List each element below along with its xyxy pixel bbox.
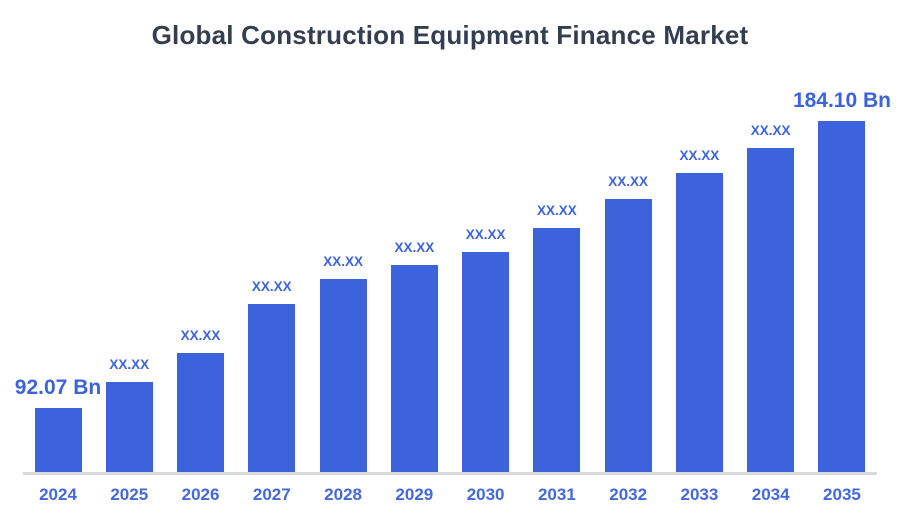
x-axis-label-2029: 2029 xyxy=(395,485,434,504)
bar-value-label-2035: 184.10 Bn xyxy=(792,88,891,112)
bar-value-label-2031: XX.XX xyxy=(536,203,577,219)
bar-value-label-2025: XX.XX xyxy=(109,357,150,373)
x-axis-label-2032: 2032 xyxy=(609,485,648,504)
x-axis-label-2035: 2035 xyxy=(823,485,861,504)
x-axis-label-2026: 2026 xyxy=(181,485,220,504)
x-axis-label-2033: 2033 xyxy=(680,485,719,504)
bar-value-label-2028: XX.XX xyxy=(323,254,363,270)
bar-2028 xyxy=(319,279,367,472)
bar-2024 xyxy=(34,408,82,472)
x-axis-label-2030: 2030 xyxy=(466,485,505,504)
bar-value-label-2029: XX.XX xyxy=(394,240,435,256)
bar-2035 xyxy=(818,121,866,472)
x-axis-label-2024: 2024 xyxy=(39,485,77,504)
bar-2032 xyxy=(604,199,652,472)
x-axis-line xyxy=(23,472,877,475)
bar-2027 xyxy=(248,304,296,472)
bar-2029 xyxy=(390,265,438,472)
x-axis-label-2025: 2025 xyxy=(110,485,149,504)
chart-title: Global Construction Equipment Finance Ma… xyxy=(151,20,749,50)
bar-value-label-2027: XX.XX xyxy=(251,279,292,295)
bar-2030 xyxy=(462,252,510,472)
bar-2033 xyxy=(675,173,723,472)
bar-value-label-2034: XX.XX xyxy=(750,123,791,139)
x-axis-label-2031: 2031 xyxy=(537,485,576,504)
x-axis-label-2034: 2034 xyxy=(751,485,790,504)
x-axis-label-2027: 2027 xyxy=(252,485,291,504)
bar-value-label-2030: XX.XX xyxy=(465,227,506,243)
bar-2031 xyxy=(533,228,581,472)
bar-2026 xyxy=(177,353,225,472)
bar-value-label-2033: XX.XX xyxy=(679,148,720,164)
bar-2025 xyxy=(105,382,153,472)
bar-value-label-2026: XX.XX xyxy=(180,328,221,344)
bar-value-label-2024: 92.07 Bn xyxy=(14,375,102,399)
bar-2034 xyxy=(747,148,795,472)
bar-value-label-2032: XX.XX xyxy=(608,174,649,190)
x-axis-label-2028: 2028 xyxy=(324,485,362,504)
